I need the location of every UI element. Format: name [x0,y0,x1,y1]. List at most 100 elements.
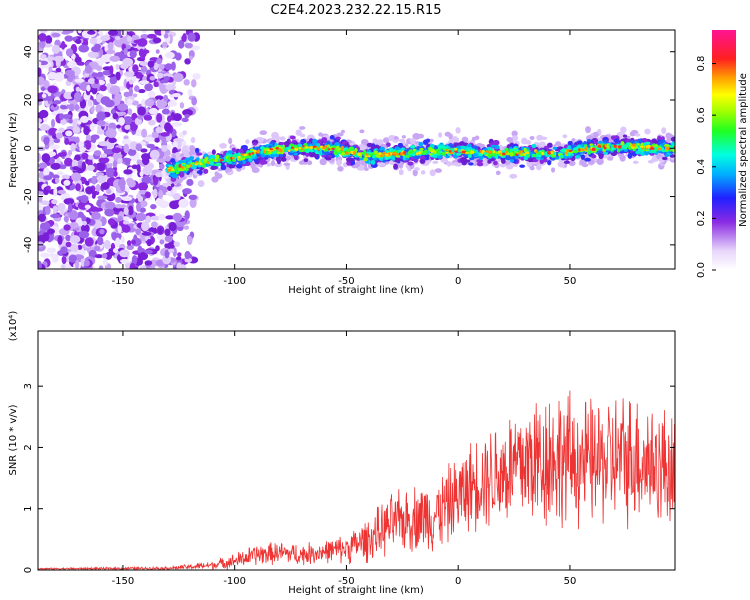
noise-cell [66,61,78,68]
signal-cell [670,136,675,142]
signal-cell [625,142,630,147]
signal-cell [470,150,475,154]
noise-cell [75,86,80,92]
signal-cell [495,154,499,159]
signal-cell [434,168,442,173]
signal-cell [197,180,205,187]
signal-cell [189,164,193,168]
noise-cell [75,38,82,45]
noise-cell [91,72,99,78]
noise-cell [183,79,190,86]
noise-cell [84,64,93,74]
signal-cell [219,142,227,149]
noise-cell [113,207,123,212]
signal-cell [419,158,426,164]
noise-cell [90,134,100,140]
noise-cell [140,66,148,73]
signal-cell [509,152,514,157]
signal-cell [365,153,369,156]
signal-cell [652,148,657,153]
signal-cell [307,134,315,141]
signal-cell [445,149,449,152]
noise-cell [80,257,86,267]
noise-cell [144,98,155,107]
signal-cell [393,136,399,140]
signal-cell [312,145,317,148]
noise-cell [144,249,153,254]
signal-cell [514,148,519,152]
signal-cell [252,142,258,146]
noise-cell [57,202,66,212]
signal-cell [348,146,355,151]
signal-cell [637,146,641,151]
noise-cell [154,137,160,143]
signal-cell [425,138,431,143]
noise-cell [100,181,110,190]
noise-cell [75,136,80,144]
noise-cell [140,33,149,40]
noise-cell [64,35,74,42]
noise-cell [64,157,73,167]
noise-cell [94,78,99,84]
signal-cell [510,148,516,152]
signal-cell [576,140,583,144]
noise-cell [137,182,149,192]
noise-cell [63,216,69,223]
signal-cell [547,142,553,148]
signal-cell [620,126,627,134]
signal-cell [539,136,548,141]
signal-cell [210,166,217,171]
noise-cell [127,148,137,156]
noise-cell [136,202,142,212]
signal-cell [364,167,369,172]
signal-cell [455,127,461,134]
noise-cell [74,104,80,111]
noise-cell [84,180,90,186]
noise-cell [65,48,74,57]
noise-cell [126,35,133,43]
noise-cell [87,99,93,107]
signal-cell [299,126,306,130]
signal-cell [418,155,426,160]
noise-cell [123,135,129,140]
noise-cell [81,215,87,222]
signal-cell [345,151,349,156]
noise-cell [70,143,76,152]
bottom-x-axis-label: Height of straight line (km) [288,585,424,596]
noise-cell [68,103,75,112]
noise-cell [137,88,146,94]
noise-cell [47,85,58,94]
noise-cell [47,71,58,80]
signal-cell [541,151,545,156]
signal-cell [327,148,331,151]
noise-cell [146,239,152,247]
noise-cell [50,104,60,111]
signal-cell [432,160,439,164]
signal-cell [398,169,404,176]
signal-cell [471,136,476,142]
noise-cell [158,213,166,221]
signal-cell [206,161,210,165]
noise-cell [156,99,168,108]
noise-cell [103,239,111,250]
noise-cell [124,124,131,130]
noise-cell [141,231,152,236]
top-y-tick-label: 20 [23,94,34,107]
signal-cell [598,152,604,159]
noise-cell [51,199,58,205]
noise-cell [137,245,143,254]
noise-cell [136,192,141,200]
signal-cell [251,152,255,155]
top-y-tick-label: -40 [23,237,34,253]
top-x-axis: -150 -100 -50 0 50 [112,30,577,287]
noise-cell [38,67,42,78]
signal-cell [256,150,260,154]
noise-cell [43,167,50,176]
signal-cell [500,159,506,164]
top-x-tick-label: 50 [564,276,577,287]
noise-cell [123,206,129,216]
signal-cell [418,141,424,147]
noise-cell [63,179,71,186]
noise-cell [68,203,73,213]
noise-cell [182,32,187,42]
